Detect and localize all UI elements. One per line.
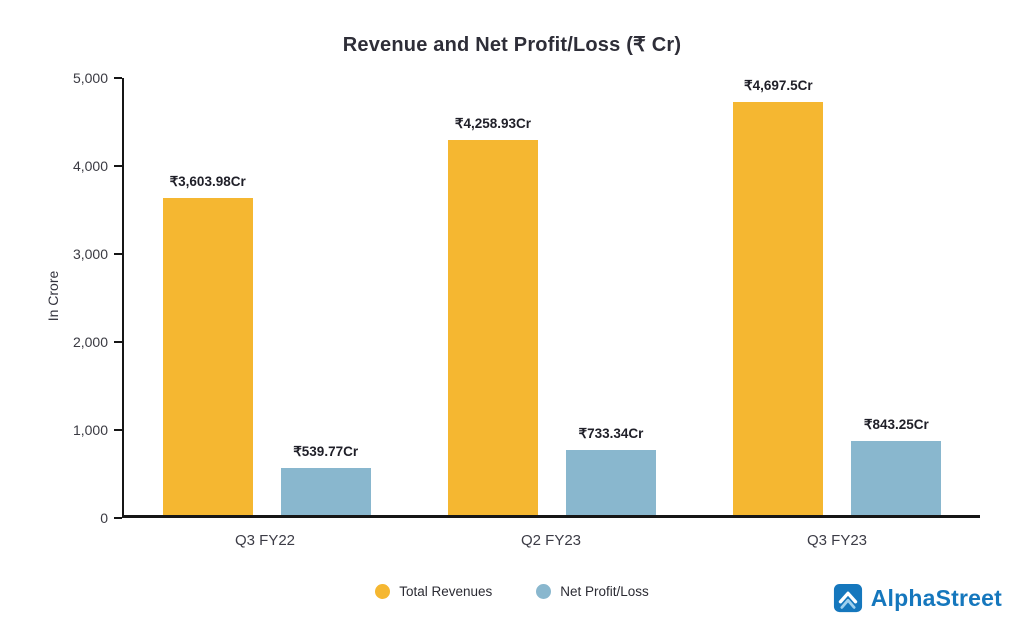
x-category-label: Q3 FY23: [806, 532, 868, 549]
y-tick-mark: [114, 253, 122, 255]
bar-group: ₹3,603.98Cr ₹539.77Cr: [124, 78, 409, 515]
y-tick: 1,000: [0, 421, 122, 439]
bar-column: ₹843.25Cr: [851, 78, 942, 515]
y-tick-mark: [114, 165, 122, 167]
bar-value-label: ₹539.77Cr: [293, 444, 359, 459]
x-category-label: Q3 FY22: [234, 532, 296, 549]
plot-area: ₹3,603.98Cr ₹539.77Cr ₹4,258.93Cr ₹733.34Cr…: [122, 78, 980, 518]
y-axis-ticks: 5,000 4,000 3,000 2,000 1,000 0: [0, 70, 122, 526]
y-tick-mark: [114, 429, 122, 431]
y-tick-label: 3,000: [72, 246, 108, 262]
y-tick: 5,000: [0, 69, 122, 87]
y-tick-label: 1,000: [72, 422, 108, 438]
bar-group: ₹4,258.93Cr ₹733.34Cr: [409, 78, 694, 515]
y-tick: 4,000: [0, 157, 122, 175]
bar-column: ₹4,697.5Cr: [733, 78, 824, 515]
bar-value-label: ₹843.25Cr: [863, 417, 929, 432]
bar-column: ₹3,603.98Cr: [162, 78, 253, 515]
legend-swatch: [536, 584, 552, 599]
y-tick-label: 4,000: [72, 158, 108, 174]
y-tick-label: 2,000: [72, 334, 108, 350]
bar: [733, 102, 824, 515]
bar-column: ₹4,258.93Cr: [447, 78, 538, 515]
y-tick: 0: [0, 509, 122, 527]
y-tick: 3,000: [0, 245, 122, 263]
bar-column: ₹539.77Cr: [280, 78, 371, 515]
legend-swatch: [375, 584, 391, 599]
y-tick-mark: [114, 517, 122, 519]
bar-value-label: ₹4,258.93Cr: [454, 116, 532, 131]
legend-item: Total Revenues: [375, 584, 492, 599]
bar: [851, 441, 942, 515]
legend-label: Net Profit/Loss: [560, 584, 649, 599]
bar: [447, 140, 538, 515]
bar-value-label: ₹3,603.98Cr: [169, 174, 246, 189]
bar-value-label: ₹733.34Cr: [578, 426, 644, 441]
alphastreet-logo-text: AlphaStreet: [870, 584, 1002, 611]
bar: [162, 198, 253, 515]
x-axis-labels: Q3 FY22 Q2 FY23 Q3 FY23: [122, 532, 980, 549]
bar-value-label: ₹4,697.5Cr: [743, 78, 813, 93]
y-tick: 2,000: [0, 333, 122, 351]
bar-column: ₹733.34Cr: [565, 78, 656, 515]
alphastreet-logo-icon: [833, 583, 863, 613]
bar: [280, 468, 371, 515]
bar: [565, 450, 656, 515]
alphastreet-logo[interactable]: AlphaStreet: [833, 583, 1002, 613]
x-category-label: Q2 FY23: [520, 532, 582, 549]
y-tick-mark: [114, 77, 122, 79]
legend-label: Total Revenues: [399, 584, 493, 599]
y-tick-mark: [114, 341, 122, 343]
bar-groups: ₹3,603.98Cr ₹539.77Cr ₹4,258.93Cr ₹733.34Cr…: [124, 78, 980, 515]
legend: Total Revenues Net Profit/Loss: [0, 584, 1024, 599]
y-tick-label: 5,000: [72, 70, 108, 86]
chart-title: Revenue and Net Profit/Loss (₹ Cr): [342, 34, 682, 56]
bar-group: ₹4,697.5Cr ₹843.25Cr: [695, 78, 980, 515]
legend-item: Net Profit/Loss: [536, 584, 649, 599]
y-tick-label: 0: [100, 510, 108, 526]
